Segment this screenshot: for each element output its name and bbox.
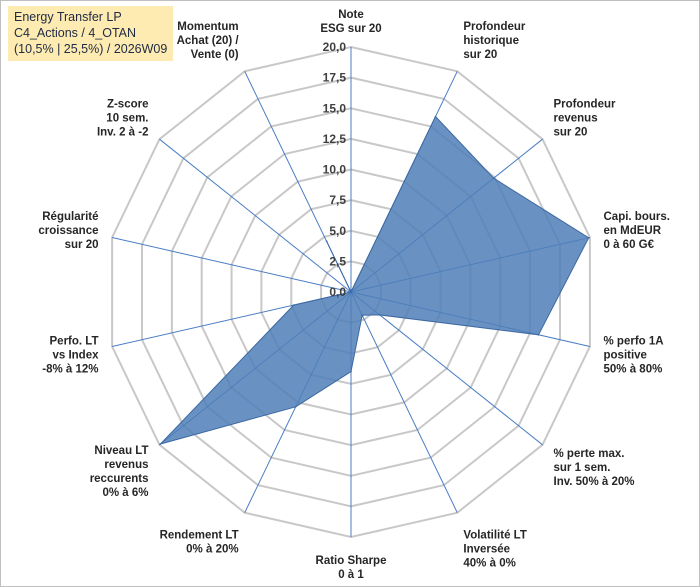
axis-label-0-line-0: Note	[338, 9, 364, 21]
axis-label-10-line-1: vs Index	[52, 350, 99, 362]
axis-label-10-line-0: Perfo. LT	[50, 336, 99, 348]
axis-label-13-line-0: Momentum	[177, 21, 238, 33]
data-point-5	[378, 314, 381, 316]
axis-label-6: Volatilité LT Inversée 40% à 0%	[463, 530, 526, 570]
spoke-11	[111, 237, 352, 293]
data-point-2	[492, 177, 495, 179]
axis-label-9-line-1: revenus	[104, 459, 148, 471]
axis-label-6-line-0: Volatilité LT	[463, 530, 526, 542]
data-point-6	[361, 314, 364, 317]
axis-label-5-line-1: sur 1 sem.	[554, 462, 611, 474]
axis-label-8-line-1: 0% à 20%	[186, 544, 238, 556]
tick-label-2: 5,0	[329, 224, 346, 238]
axis-label-11-line-0: Régularité	[42, 211, 98, 223]
axis-label-10: Perfo. LT vs Index -8% à 12%	[42, 336, 99, 376]
chart-title-line-3: (10,5% | 25,5%) / 2026W09	[14, 42, 168, 56]
axis-label-9: Niveau LT revenus reccurents 0% à 6%	[90, 445, 149, 499]
axis-label-5-line-0: % perte max.	[554, 448, 625, 460]
axis-label-13-line-1: Achat (20) /	[177, 35, 240, 47]
axis-label-4: % perfo 1A positive 50% à 80%	[604, 336, 664, 376]
data-point-13	[325, 240, 328, 242]
radar-tick-labels: 0,0 2,5 5,0 7,5 10,0 12,5 15,0 17,5 20,0	[323, 40, 347, 299]
data-point-8	[294, 406, 297, 408]
axis-label-13-line-2: Vente (0)	[191, 49, 239, 61]
axis-label-1: Profondeur historique sur 20	[463, 21, 525, 61]
axis-label-3-line-1: en MdEUR	[604, 225, 662, 237]
tick-label-6: 15,0	[323, 101, 347, 115]
axis-label-11-line-1: croissance	[38, 225, 98, 237]
chart-title-line-2: C4_Actions / 4_OTAN	[14, 26, 137, 40]
axis-label-4-line-0: % perfo 1A	[604, 336, 664, 348]
data-point-10	[292, 304, 295, 306]
axis-label-9-line-0: Niveau LT	[94, 445, 148, 457]
series-area-0	[158, 115, 590, 445]
chart-title-box: Energy Transfer LP C4_Actions / 4_OTAN (…	[8, 6, 174, 61]
axis-label-7-line-1: 0 à 1	[338, 569, 364, 581]
radar-series	[158, 115, 590, 445]
axis-label-5-line-2: Inv. 50% à 20%	[554, 476, 635, 488]
tick-label-1: 2,5	[329, 254, 346, 268]
axis-label-2-line-2: sur 20	[554, 127, 588, 139]
axis-label-0-line-1: ESG sur 20	[320, 23, 381, 35]
axis-label-6-line-2: 40% à 0%	[463, 558, 515, 570]
tick-label-5: 12,5	[323, 132, 347, 146]
spoke-12	[159, 138, 352, 293]
axis-label-13: Momentum Achat (20) / Vente (0)	[177, 21, 240, 61]
axis-label-12-line-0: Z-score	[107, 99, 149, 111]
radar-axis-labels: Note ESG sur 20 Profondeur historique sur 20…	[38, 9, 670, 581]
axis-label-1-line-1: historique	[463, 35, 519, 47]
axis-label-2-line-0: Profondeur	[554, 99, 616, 111]
tick-label-4: 10,0	[323, 163, 347, 177]
axis-label-5: % perte max. sur 1 sem. Inv. 50% à 20%	[554, 448, 635, 488]
axis-label-10-line-2: -8% à 12%	[42, 364, 98, 376]
data-point-12	[350, 291, 352, 293]
data-point-4	[537, 334, 540, 336]
axis-label-8-line-0: Rendement LT	[160, 530, 239, 542]
axis-label-9-line-3: 0% à 6%	[102, 487, 148, 499]
axis-label-3: Capi. bours. en MdEUR 0 à 60 G€	[604, 211, 670, 251]
axis-label-8: Rendement LT 0% à 20%	[160, 530, 239, 556]
tick-label-8: 20,0	[323, 40, 347, 54]
axis-label-7: Ratio Sharpe 0 à 1	[316, 555, 387, 581]
data-point-3	[587, 237, 590, 239]
axis-label-3-line-2: 0 à 60 G€	[604, 239, 655, 251]
chart-title-line-1: Energy Transfer LP	[14, 10, 122, 24]
spoke-5	[350, 291, 543, 446]
tick-label-3: 7,5	[329, 193, 346, 207]
axis-label-9-line-2: reccurents	[90, 473, 149, 485]
axis-label-4-line-1: positive	[604, 350, 647, 362]
axis-label-12-line-1: 10 sem.	[106, 113, 148, 125]
data-point-1	[434, 115, 437, 118]
data-point-7	[350, 370, 352, 373]
axis-label-12-line-2: Inv. 2 à -2	[97, 127, 149, 139]
axis-label-7-line-0: Ratio Sharpe	[316, 555, 387, 567]
spoke-6	[350, 291, 458, 513]
axis-label-1-line-0: Profondeur	[463, 21, 525, 33]
axis-label-12: Z-score 10 sem. Inv. 2 à -2	[97, 99, 149, 139]
tick-label-7: 17,5	[323, 71, 347, 85]
axis-label-11: Régularité croissance sur 20	[38, 211, 98, 251]
axis-label-4-line-2: 50% à 80%	[604, 364, 663, 376]
axis-label-1-line-2: sur 20	[463, 49, 497, 61]
tick-label-0: 0,0	[329, 285, 346, 299]
axis-label-3-line-0: Capi. bours.	[604, 211, 670, 223]
axis-label-0: Note ESG sur 20	[320, 9, 381, 35]
data-point-9	[159, 443, 162, 445]
axis-label-6-line-1: Inversée	[463, 544, 510, 556]
axis-label-2: Profondeur revenus sur 20	[554, 99, 616, 139]
axis-label-2-line-1: revenus	[554, 113, 598, 125]
axis-label-11-line-2: sur 20	[65, 239, 99, 251]
